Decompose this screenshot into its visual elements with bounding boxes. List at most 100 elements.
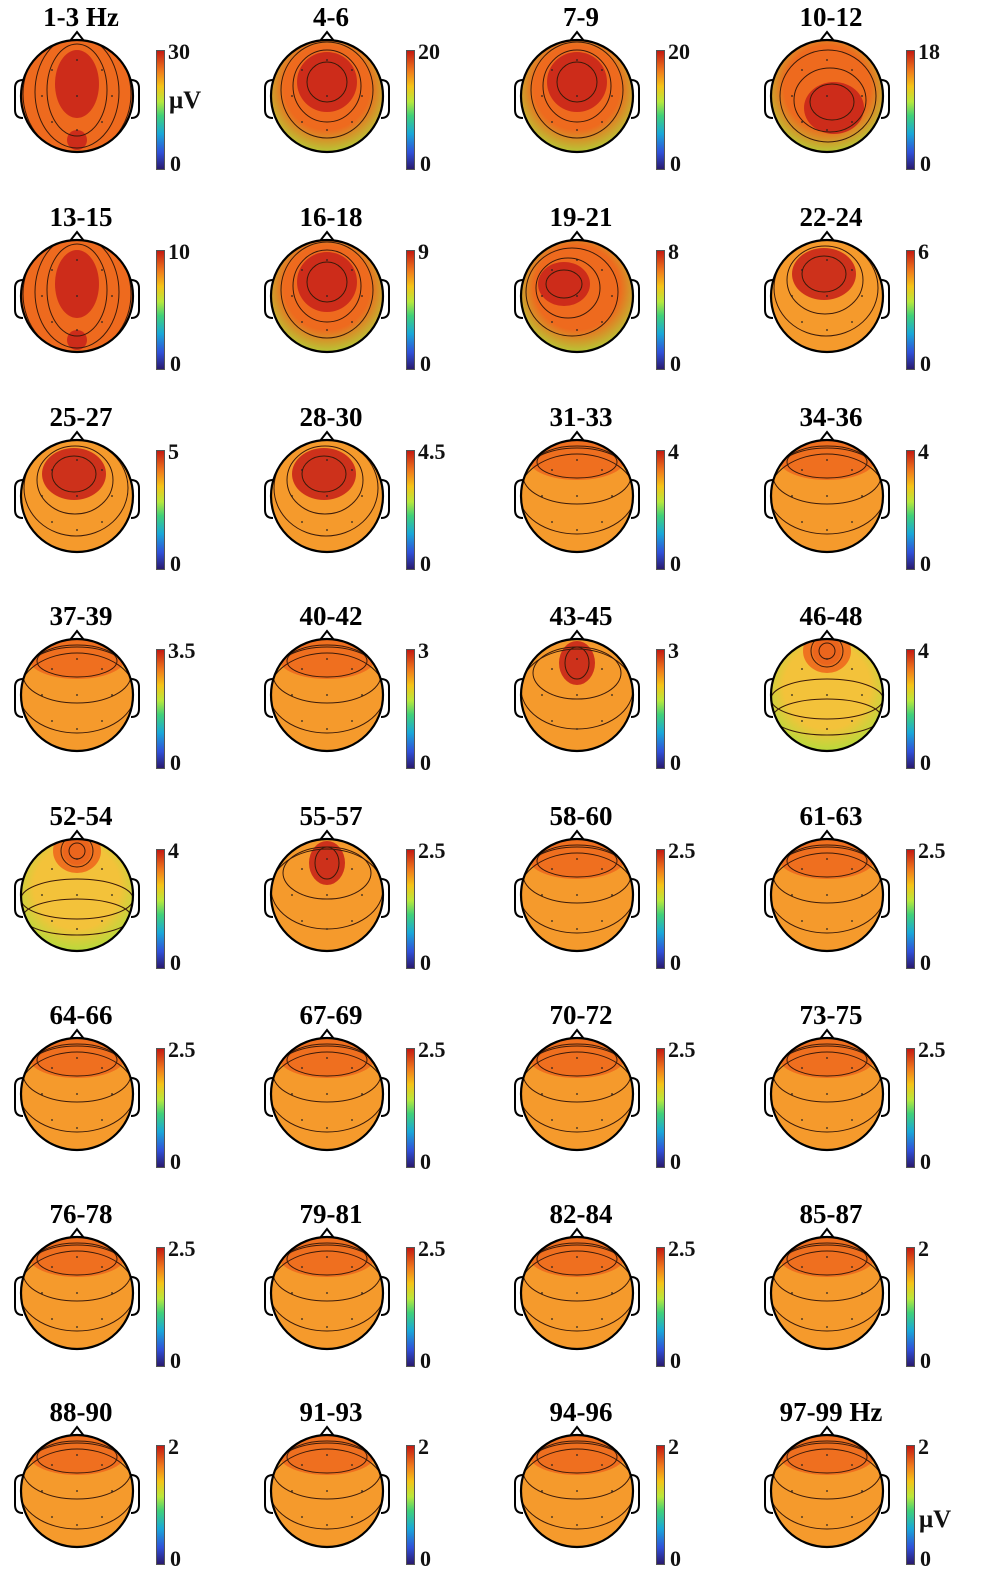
colorbar [156, 1247, 165, 1367]
head-outline [19, 1235, 135, 1351]
colorbar-max-label: 2.5 [918, 838, 946, 863]
nose-outline [569, 1028, 585, 1040]
topo-panel: 61-63 2.5 0 [756, 799, 986, 998]
left-ear-outline [14, 1276, 24, 1316]
colorbar [156, 450, 165, 570]
frequency-band-label: 61-63 [799, 801, 863, 831]
topo-panel: 67-69 2.5 0 [256, 998, 502, 1197]
head-outline [769, 837, 885, 953]
colorbar-max-label: 4.5 [418, 439, 446, 464]
head-outline [269, 1235, 385, 1351]
nose-outline [319, 1028, 335, 1040]
topo-panel: 16-18 9 0 [256, 200, 502, 399]
topo-panel: 64-66 2.5 0 [6, 998, 252, 1197]
colorbar-max-label: 2.5 [418, 1037, 446, 1062]
left-ear-outline [764, 878, 774, 918]
colorbar-max-label: 20 [668, 39, 690, 64]
topo-panel: 40-42 3 0 [256, 599, 502, 798]
head-outline [769, 1036, 885, 1152]
nose-outline [569, 1227, 585, 1239]
head-topography-map [762, 1227, 892, 1355]
right-ear-outline [380, 1276, 390, 1316]
left-ear-outline [264, 1077, 274, 1117]
frequency-band-label: 7-9 [563, 2, 599, 32]
nose-outline [569, 1425, 585, 1437]
colorbar [656, 649, 665, 769]
frequency-band-label: 76-78 [49, 1199, 113, 1229]
nose-outline [819, 1425, 835, 1437]
right-ear-outline [130, 479, 140, 519]
left-ear-outline [764, 678, 774, 718]
colorbar [156, 849, 165, 969]
head-topography-map [512, 230, 642, 358]
left-ear-outline [764, 1474, 774, 1514]
left-ear-outline [514, 1474, 524, 1514]
colorbar-min-label: 0 [670, 551, 681, 576]
left-ear-outline [264, 1474, 274, 1514]
head-outline [269, 637, 385, 753]
colorbar [906, 1048, 915, 1168]
left-ear-outline [264, 878, 274, 918]
head-outline [769, 1433, 885, 1549]
colorbar-min-label: 0 [170, 750, 181, 775]
head-outline [269, 438, 385, 554]
head-topography-map [262, 1425, 392, 1553]
right-ear-outline [880, 279, 890, 319]
right-ear-outline [130, 1276, 140, 1316]
left-ear-outline [514, 678, 524, 718]
colorbar-min-label: 0 [420, 351, 431, 376]
left-ear-outline [264, 279, 274, 319]
topo-panel: 22-24 6 0 [756, 200, 986, 399]
head-outline [519, 1433, 635, 1549]
frequency-band-label: 43-45 [549, 601, 613, 631]
head-topography-map [512, 629, 642, 757]
head-outline [269, 238, 385, 354]
colorbar-max-label: 5 [168, 439, 179, 464]
nose-outline [819, 1227, 835, 1239]
nose-outline [69, 30, 85, 42]
head-topography-map [762, 1028, 892, 1156]
frequency-band-label: 16-18 [299, 202, 363, 232]
colorbar [406, 1247, 415, 1367]
colorbar-unit-label: μV [169, 87, 202, 114]
colorbar-min-label: 0 [170, 1149, 181, 1174]
head-outline [19, 38, 135, 154]
nose-outline [819, 430, 835, 442]
colorbar-min-label: 0 [670, 950, 681, 975]
head-outline [519, 238, 635, 354]
nose-outline [69, 1227, 85, 1239]
left-ear-outline [14, 279, 24, 319]
head-topography-map [12, 1028, 142, 1156]
colorbar [156, 1445, 165, 1565]
colorbar-max-label: 3 [418, 638, 429, 663]
colorbar-min-label: 0 [170, 551, 181, 576]
head-topography-map [762, 629, 892, 757]
topo-panel: 28-30 4.5 0 [256, 400, 502, 599]
right-ear-outline [630, 279, 640, 319]
colorbar-max-label: 3.5 [168, 638, 196, 663]
colorbar-max-label: 4 [168, 838, 179, 863]
colorbar [156, 1048, 165, 1168]
head-outline [769, 1235, 885, 1351]
left-ear-outline [14, 678, 24, 718]
topo-panel: 7-9 20 0 [506, 0, 752, 199]
nose-outline [319, 1227, 335, 1239]
frequency-band-label: 13-15 [49, 202, 113, 232]
colorbar-max-label: 2.5 [168, 1236, 196, 1261]
right-ear-outline [880, 1077, 890, 1117]
topo-panel: 97-99 Hz 2 0 μV [756, 1395, 986, 1594]
topo-panel: 55-57 2.5 0 [256, 799, 502, 998]
head-outline [519, 38, 635, 154]
nose-outline [819, 629, 835, 641]
right-ear-outline [630, 1276, 640, 1316]
right-ear-outline [380, 1474, 390, 1514]
head-topography-map [512, 430, 642, 558]
left-ear-outline [514, 1077, 524, 1117]
nose-outline [319, 829, 335, 841]
right-ear-outline [130, 1474, 140, 1514]
head-topography-map [262, 1028, 392, 1156]
frequency-band-label: 28-30 [299, 402, 363, 432]
frequency-band-label: 88-90 [49, 1397, 113, 1427]
frequency-band-label: 58-60 [549, 801, 613, 831]
frequency-band-label: 70-72 [549, 1000, 613, 1030]
